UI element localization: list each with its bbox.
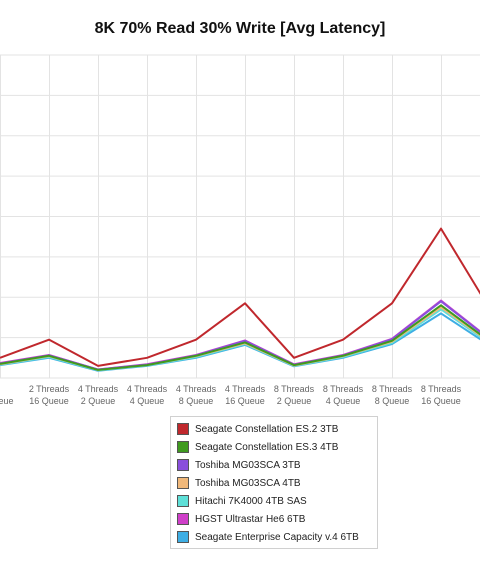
- x-tick-label: 8 Threads: [274, 384, 315, 394]
- x-tick-label: 8 Threads: [372, 384, 413, 394]
- legend-label: Toshiba MG03SCA 4TB: [195, 477, 301, 489]
- grid: [0, 54, 480, 379]
- legend-item[interactable]: Seagate Constellation ES.3 4TB: [171, 438, 377, 456]
- x-tick-label: 4 Threads: [127, 384, 168, 394]
- legend-swatch: [177, 531, 189, 543]
- legend: Seagate Constellation ES.2 3TB Seagate Co…: [170, 416, 378, 549]
- chart-title: 8K 70% Read 30% Write [Avg Latency]: [94, 20, 386, 37]
- series-lines: [0, 227, 480, 372]
- series-line: [0, 304, 480, 371]
- legend-item[interactable]: Toshiba MG03SCA 3TB: [171, 456, 377, 474]
- legend-swatch: [177, 477, 189, 489]
- x-tick-label: 8 Queue: [179, 396, 214, 406]
- x-tick-label: 4 Queue: [326, 396, 361, 406]
- legend-label: Seagate Constellation ES.2 3TB: [195, 423, 339, 435]
- x-tick-label: 4 Threads: [225, 384, 266, 394]
- x-tick-label: Queue: [0, 396, 14, 406]
- legend-label: Hitachi 7K4000 4TB SAS: [195, 495, 307, 507]
- x-tick-label: 8 Threads: [421, 384, 462, 394]
- x-tick-label: 8 Queue: [375, 396, 410, 406]
- legend-label: Toshiba MG03SCA 3TB: [195, 459, 301, 471]
- x-tick-label: 8 Threads: [323, 384, 364, 394]
- x-axis-labels: Queue 2 Threads 16 Queue 4 Threads 2 Queue 4 …: [0, 384, 462, 406]
- legend-item[interactable]: HGST Ultrastar He6 6TB: [171, 510, 377, 528]
- legend-item[interactable]: Toshiba MG03SCA 4TB: [171, 474, 377, 492]
- series-line: [0, 300, 480, 371]
- series-line: [0, 306, 480, 371]
- x-tick-label: 16 Queue: [421, 396, 461, 406]
- x-tick-label: 2 Queue: [277, 396, 312, 406]
- legend-label: HGST Ultrastar He6 6TB: [195, 513, 306, 525]
- x-tick-label: 4 Threads: [176, 384, 217, 394]
- legend-swatch: [177, 441, 189, 453]
- legend-item[interactable]: Seagate Constellation ES.2 3TB: [171, 420, 377, 438]
- x-tick-label: 4 Threads: [78, 384, 119, 394]
- x-tick-label: 16 Queue: [225, 396, 265, 406]
- series-line: [0, 227, 480, 367]
- legend-label: Seagate Constellation ES.3 4TB: [195, 441, 339, 453]
- legend-swatch: [177, 423, 189, 435]
- x-tick-label: 4 Queue: [130, 396, 165, 406]
- x-tick-label: 16 Queue: [29, 396, 69, 406]
- legend-label: Seagate Enterprise Capacity v.4 6TB: [195, 531, 359, 543]
- legend-swatch: [177, 495, 189, 507]
- legend-swatch: [177, 459, 189, 471]
- legend-item[interactable]: Hitachi 7K4000 4TB SAS: [171, 492, 377, 510]
- legend-swatch: [177, 513, 189, 525]
- x-tick-label: 2 Threads: [29, 384, 70, 394]
- x-tick-label: 2 Queue: [81, 396, 116, 406]
- legend-item[interactable]: Seagate Enterprise Capacity v.4 6TB: [171, 528, 377, 546]
